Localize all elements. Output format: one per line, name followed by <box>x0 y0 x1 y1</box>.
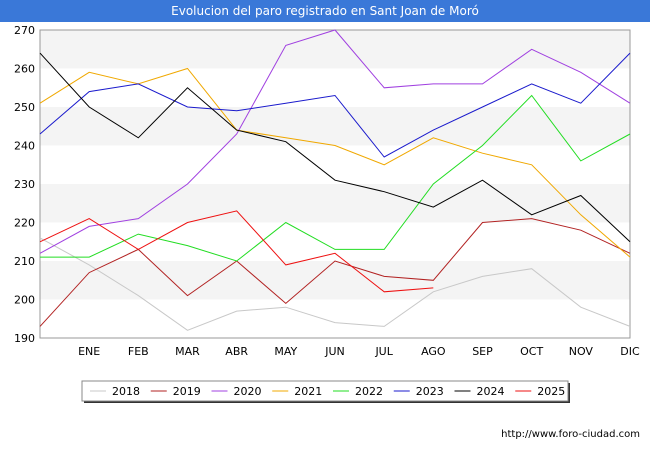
grid-band <box>40 222 630 261</box>
x-tick-label: SEP <box>472 345 493 358</box>
source-url: http://www.foro-ciudad.com <box>501 429 640 440</box>
x-tick-label: JUL <box>374 345 393 358</box>
grid-band <box>40 30 630 69</box>
grid-band <box>40 68 630 107</box>
grid-band <box>40 145 630 184</box>
grid-band <box>40 184 630 223</box>
y-tick-label: 240 <box>14 140 35 153</box>
y-tick-label: 200 <box>14 294 35 307</box>
series-line-2025 <box>39 210 434 293</box>
legend-label: 2023 <box>416 385 444 398</box>
y-tick-label: 210 <box>14 255 35 268</box>
x-tick-label: FEB <box>128 345 149 358</box>
y-tick-label: 230 <box>14 178 35 191</box>
legend-label: 2024 <box>477 385 505 398</box>
y-tick-label: 190 <box>14 332 35 345</box>
grid-band <box>40 107 630 146</box>
y-tick-label: 250 <box>14 101 35 114</box>
legend-box <box>81 380 569 402</box>
x-tick-label: ENE <box>78 345 100 358</box>
series-line-2020 <box>39 29 631 254</box>
series-line-2022 <box>40 94 631 262</box>
x-tick-label: MAY <box>274 345 297 358</box>
x-tick-label: AGO <box>421 345 446 358</box>
legend-label: 2022 <box>355 385 383 398</box>
legend-label: 2025 <box>537 385 565 398</box>
grid-band <box>40 261 630 300</box>
x-tick-label: OCT <box>520 345 543 358</box>
x-tick-label: NOV <box>569 345 594 358</box>
legend-label: 2018 <box>112 385 140 398</box>
series-line-2018 <box>39 237 631 331</box>
x-tick-label: ABR <box>225 345 248 358</box>
grid-band <box>40 299 630 338</box>
x-tick-label: DIC <box>620 345 640 358</box>
legend-label: 2021 <box>294 385 322 398</box>
series-line-2024 <box>39 52 631 243</box>
y-tick-label: 220 <box>14 217 35 230</box>
chart-title: Evolucion del paro registrado en Sant Jo… <box>0 0 650 22</box>
x-tick-label: JUN <box>324 345 345 358</box>
y-tick-label: 260 <box>14 63 35 76</box>
legend-label: 2019 <box>173 385 201 398</box>
series-line-2023 <box>39 52 631 158</box>
x-tick-label: MAR <box>175 345 200 358</box>
legend-label: 2020 <box>234 385 262 398</box>
y-tick-label: 270 <box>14 24 35 37</box>
